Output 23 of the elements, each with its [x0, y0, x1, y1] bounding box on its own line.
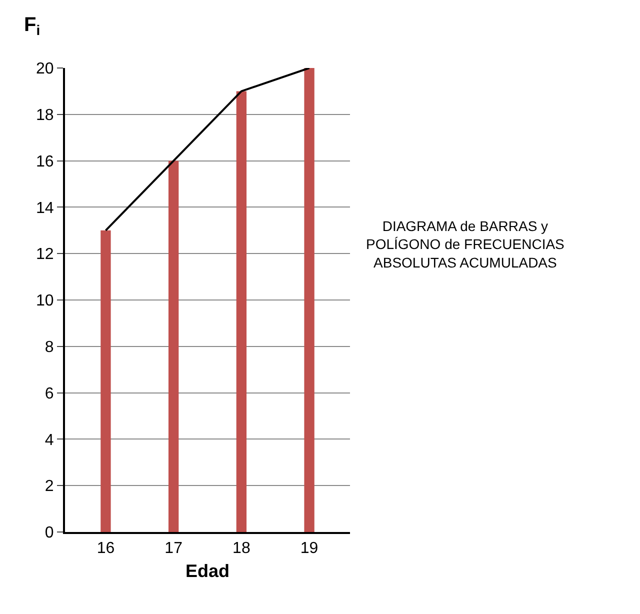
- x-tick-label: 18: [232, 540, 250, 558]
- x-tick-label: 16: [96, 540, 115, 558]
- y-tick-label: 16: [36, 153, 54, 170]
- y-tick-label: 20: [36, 60, 54, 78]
- y-tick-label: 10: [36, 292, 54, 310]
- y-tick-label: 2: [44, 478, 54, 496]
- x-tick-label: 19: [300, 540, 318, 558]
- bar: [168, 160, 179, 532]
- text: DIAGRAMA de BARRAS y POLÍGONO de FRECUENCIAS ABSOLUTAS ACUMULADAS: [366, 218, 564, 270]
- y-tick-label: 8: [44, 339, 54, 356]
- y-axis-title: F$_{i}$: [24, 14, 40, 38]
- line-series: [104, 68, 310, 232]
- bar: [236, 91, 247, 532]
- x-tick-label: 17: [164, 540, 183, 558]
- bar: [100, 230, 111, 532]
- y-tick-label: 12: [36, 246, 54, 264]
- y-tick-label: 6: [44, 385, 54, 402]
- y-tick-label: 18: [36, 107, 54, 124]
- y-tick-label: 4: [44, 432, 54, 449]
- bar: [304, 68, 314, 532]
- y-tick-label: 14: [36, 200, 54, 217]
- x-axis-title: Edad: [185, 560, 230, 581]
- y-tick-label: 0: [44, 524, 54, 542]
